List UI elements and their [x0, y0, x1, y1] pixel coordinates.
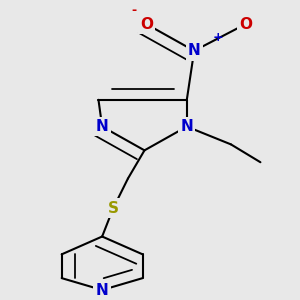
- Text: N: N: [96, 119, 109, 134]
- Text: S: S: [108, 201, 119, 216]
- Text: O: O: [140, 16, 153, 32]
- Text: O: O: [239, 16, 252, 32]
- Text: N: N: [180, 119, 193, 134]
- Text: +: +: [213, 31, 224, 44]
- Text: N: N: [188, 43, 200, 58]
- Text: -: -: [131, 4, 136, 17]
- Text: N: N: [96, 283, 109, 298]
